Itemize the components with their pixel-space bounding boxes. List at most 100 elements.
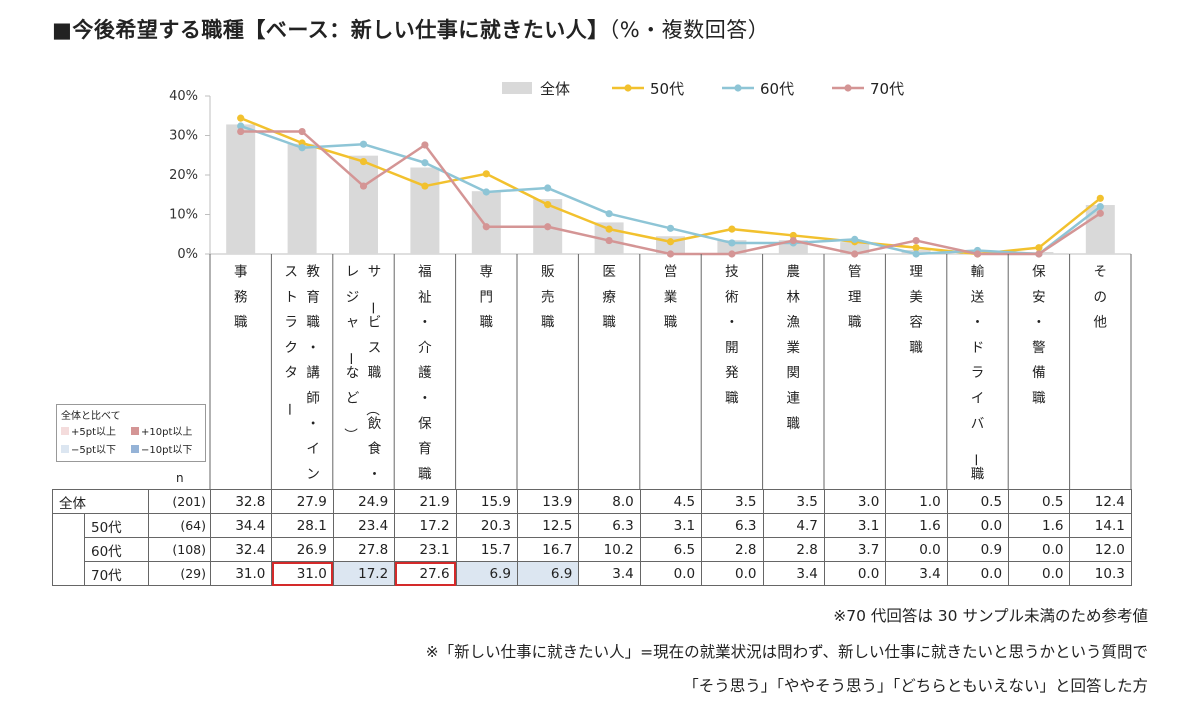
value-cell: 26.9 <box>271 537 334 562</box>
point-60代 <box>421 159 429 167</box>
bar-total <box>226 124 256 254</box>
category-label: 専門職 <box>480 264 494 331</box>
point-50代 <box>544 201 552 209</box>
value-cell: 4.7 <box>762 513 825 538</box>
value-cell: 10.3 <box>1069 561 1132 586</box>
note-sample: ※70 代回答は 30 サンプル未満のため参考値 <box>833 607 1148 625</box>
value-cell: 32.4 <box>209 537 273 562</box>
value-cell: 6.9 <box>516 561 580 586</box>
point-60代 <box>298 144 306 152</box>
legend-label-0: 全体 <box>540 80 570 98</box>
value-cell: 28.1 <box>271 513 334 538</box>
bar-total <box>287 143 317 254</box>
category-label: 農林漁業関連職 <box>787 264 801 432</box>
value-cell: 27.8 <box>332 537 396 562</box>
value-cell: 27.9 <box>271 489 334 514</box>
value-cell: 0.0 <box>885 537 948 562</box>
category-label: 販売職 <box>541 264 555 331</box>
value-cell: 1.6 <box>885 513 948 538</box>
value-cell: 6.5 <box>639 537 703 562</box>
point-50代 <box>359 157 368 166</box>
point-70代 <box>912 236 920 245</box>
value-cell: 17.2 <box>332 561 396 586</box>
value-cell: 3.1 <box>639 513 703 538</box>
swatch-pink-light-icon <box>61 426 69 435</box>
value-cell: 0.0 <box>701 561 764 586</box>
point-50代 <box>421 182 429 190</box>
value-cell: 32.8 <box>209 489 273 514</box>
indent-cell <box>52 513 85 538</box>
point-50代 <box>789 231 797 240</box>
value-cell: 6.3 <box>578 513 641 538</box>
point-50代 <box>482 170 490 178</box>
y-tick-label: 0% <box>177 247 198 262</box>
point-70代 <box>544 223 552 231</box>
n-cell: (29) <box>148 561 211 586</box>
title-suffix: （%・複数回答） <box>608 18 770 42</box>
n-cell: (64) <box>148 513 211 538</box>
point-70代 <box>973 250 982 258</box>
value-cell: 3.5 <box>701 489 764 514</box>
category-label: サービス職（飲食・ <box>364 264 382 482</box>
category-label: 理美容職 <box>909 264 923 356</box>
value-cell: 0.0 <box>1008 561 1071 586</box>
point-70代 <box>1096 209 1104 217</box>
point-60代 <box>1096 203 1104 211</box>
point-50代 <box>605 225 613 233</box>
row-label: 60代 <box>84 537 149 562</box>
category-label: 保安・警備職 <box>1032 264 1046 407</box>
category-label: その他 <box>1094 264 1108 331</box>
page-title: ■今後希望する職種【ベース：新しい仕事に就きたい人】（%・複数回答） <box>52 18 770 42</box>
category-label: 輸送・ドライバー職 <box>967 264 985 482</box>
value-cell: 23.4 <box>332 513 396 538</box>
indent-cell <box>52 537 85 562</box>
point-50代 <box>1035 244 1043 252</box>
point-70代 <box>298 127 306 136</box>
value-cell: 34.4 <box>209 513 273 538</box>
point-60代 <box>237 122 245 130</box>
row-label: 70代 <box>84 561 149 586</box>
value-cell: 12.4 <box>1069 489 1132 514</box>
value-cell: 20.3 <box>455 513 518 538</box>
category-label: 技術・開発職 <box>725 264 739 407</box>
point-60代 <box>482 188 490 196</box>
value-cell: 8.0 <box>578 489 641 514</box>
y-tick-label: 10% <box>169 208 198 223</box>
comparison-legend-title: 全体と比べて <box>61 411 121 422</box>
y-tick-label: 40% <box>169 89 198 104</box>
point-70代 <box>482 223 490 231</box>
value-cell: 3.4 <box>885 561 948 586</box>
swatch-blue-dark-icon <box>131 444 139 453</box>
comparison-legend: 全体と比べて +5pt以上 +10pt以上 −5pt以下 −10pt以下 <box>56 404 206 462</box>
legend-label-3: 70代 <box>870 80 904 98</box>
value-cell: 3.1 <box>823 513 887 538</box>
point-60代 <box>851 235 859 243</box>
value-cell: 31.0 <box>271 561 334 586</box>
value-cell: 4.5 <box>639 489 703 514</box>
swatch-pink-dark-icon <box>131 426 139 435</box>
point-50代 <box>728 225 736 233</box>
table-row: 60代 (108) 32.4 26.9 27.8 23.1 15.7 16.7 10.2 6.5 2… <box>52 537 1132 562</box>
bar-total <box>840 242 870 254</box>
legend-plus10: +10pt以上 <box>131 423 192 438</box>
value-cell: 23.1 <box>394 537 457 562</box>
category-label: 管理職 <box>848 264 862 331</box>
value-cell: 27.6 <box>394 561 457 586</box>
point-60代 <box>912 250 920 258</box>
swatch-blue-light-icon <box>61 444 69 453</box>
n-cell: (201) <box>148 489 211 514</box>
table-row: 全体 (201) 32.8 27.9 24.9 21.9 15.9 13.9 8.0 4.5 3.5… <box>52 489 1132 514</box>
point-50代 <box>1096 194 1104 202</box>
value-cell: 17.2 <box>394 513 457 538</box>
point-50代 <box>237 114 245 122</box>
category-label: レジャーなど） <box>342 264 360 441</box>
point-60代 <box>359 140 368 148</box>
row-label: 50代 <box>84 513 149 538</box>
value-cell: 0.0 <box>946 561 1010 586</box>
bar-total <box>349 155 378 254</box>
value-cell: 10.2 <box>578 537 641 562</box>
category-label: ストラクター <box>280 264 298 416</box>
value-cell: 0.5 <box>946 489 1010 514</box>
value-cell: 12.0 <box>1069 537 1132 562</box>
point-60代 <box>728 239 736 247</box>
